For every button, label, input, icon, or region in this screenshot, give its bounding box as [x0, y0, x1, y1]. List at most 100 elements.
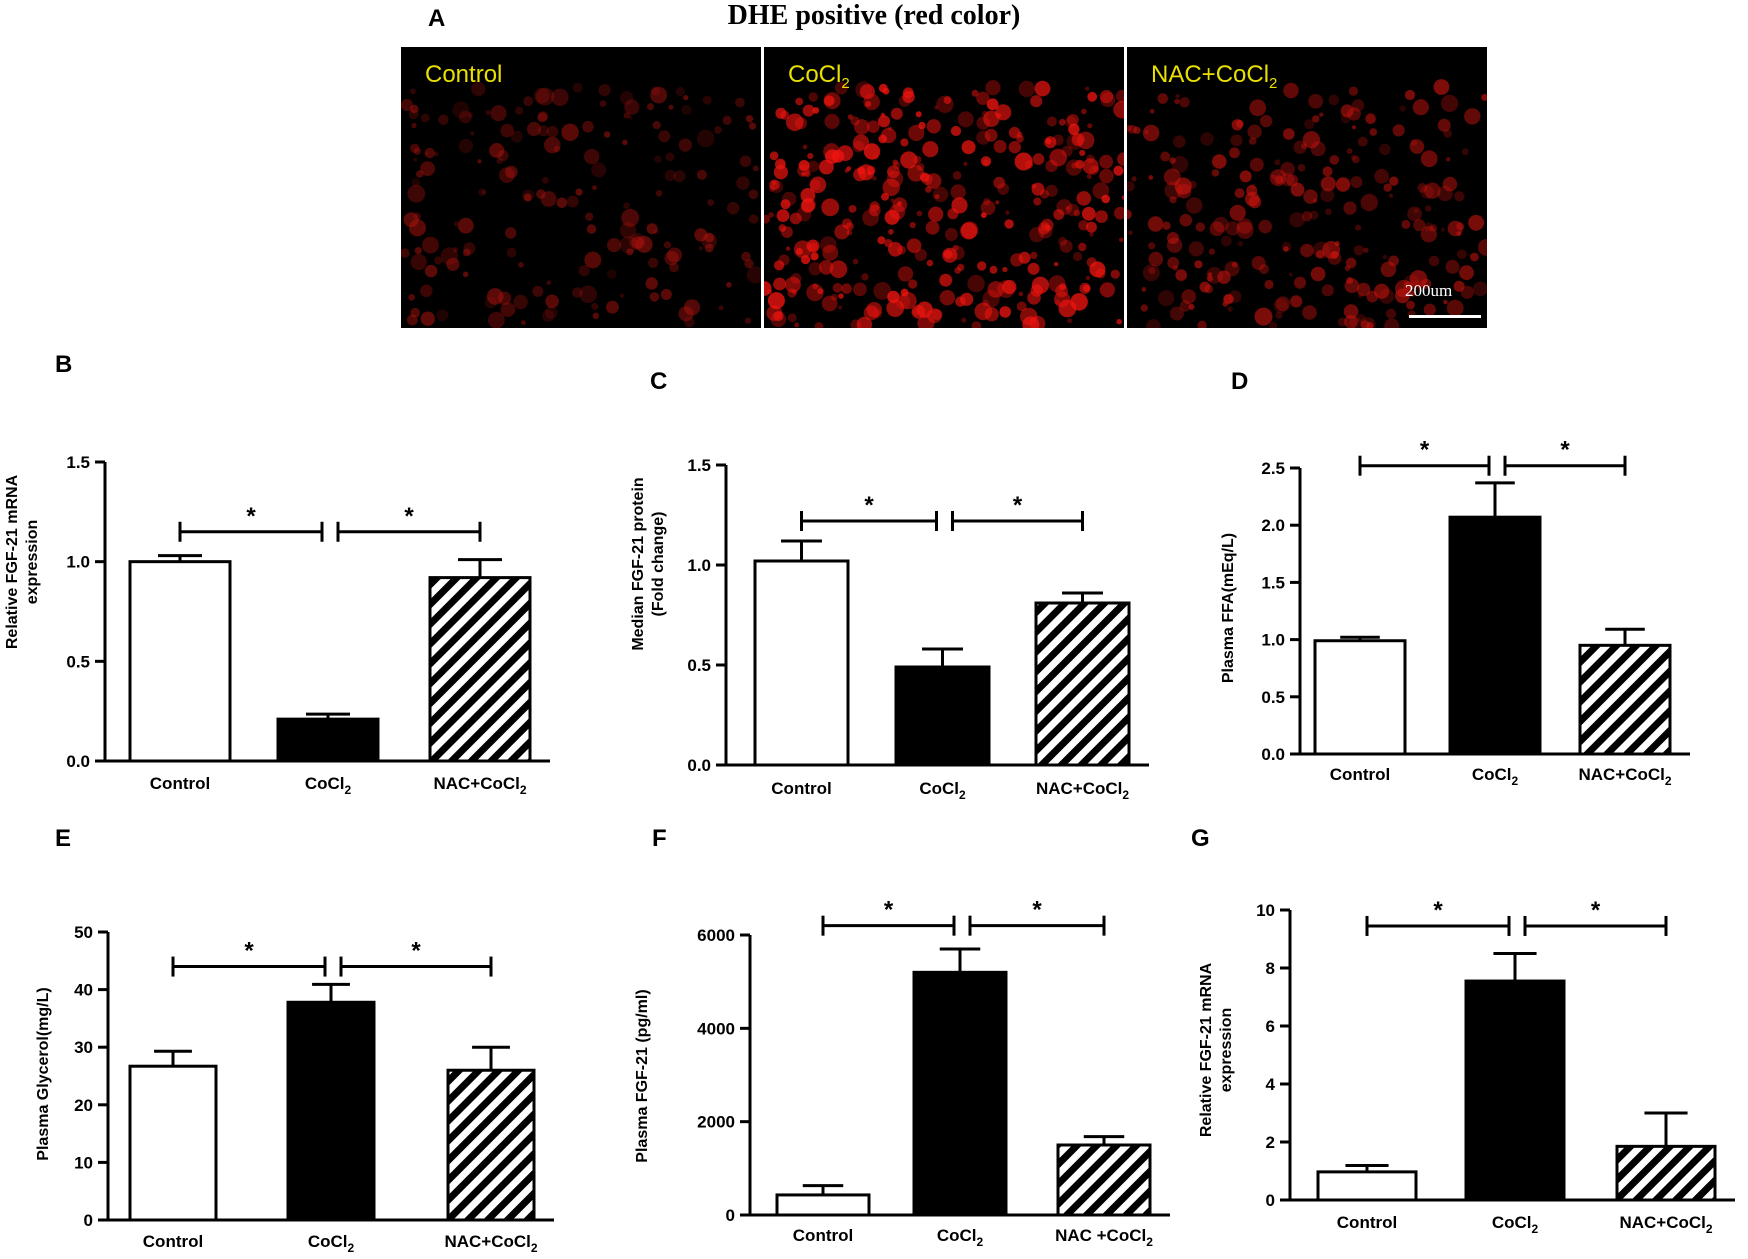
- cell-spot: [1066, 203, 1079, 217]
- bar-0: [1313, 639, 1407, 756]
- cell-spot: [773, 311, 784, 322]
- cell-spot: [768, 212, 774, 218]
- cell-spot: [1127, 124, 1137, 134]
- cell-spot: [802, 144, 808, 150]
- cell-spot: [1409, 139, 1425, 154]
- cell-spot: [1174, 98, 1180, 105]
- cell-spot: [997, 183, 1010, 195]
- cell-spot: [522, 189, 535, 202]
- cell-spot: [1085, 221, 1097, 233]
- cell-spot: [1229, 147, 1240, 159]
- bar-2: [1578, 643, 1672, 756]
- cell-spot: [977, 261, 987, 271]
- cell-spot: [1045, 224, 1051, 230]
- y-tick-label: 0.0: [66, 752, 90, 771]
- cell-spot: [1271, 174, 1276, 179]
- scale-bar: [1409, 315, 1481, 318]
- cell-spot: [622, 139, 628, 146]
- cell-spot: [902, 87, 914, 99]
- bar-0: [753, 559, 850, 767]
- cell-spot: [1140, 304, 1148, 312]
- cell-spot: [1005, 210, 1010, 215]
- cell-spot: [1280, 172, 1295, 187]
- significance-star: *: [246, 503, 256, 530]
- y-tick-label: 1.5: [66, 453, 90, 472]
- cell-spot: [505, 165, 518, 179]
- cell-spot: [1244, 191, 1260, 207]
- cell-spot: [1229, 204, 1246, 221]
- y-axis-label: Plasma Glycerol(mg/L): [35, 987, 52, 1160]
- panel-letter: E: [55, 825, 71, 852]
- y-tick-label: 4: [1266, 1075, 1276, 1094]
- x-tick-label: NAC+CoCl2: [1036, 779, 1129, 802]
- panel-letter: C: [650, 368, 667, 395]
- cell-spot: [1071, 133, 1085, 146]
- x-tick-label-text: CoCl: [305, 774, 345, 793]
- cell-spot: [1453, 280, 1465, 292]
- cell-spot: [619, 222, 637, 239]
- cell-spot: [980, 212, 987, 219]
- cell-spot: [797, 164, 810, 177]
- cell-spot: [696, 129, 715, 148]
- cell-spot: [900, 288, 909, 297]
- cell-spot: [1144, 130, 1149, 135]
- cell-spot: [986, 98, 999, 111]
- cell-spot: [1446, 299, 1464, 317]
- cell-spot: [663, 241, 672, 249]
- cell-spot: [1073, 251, 1083, 262]
- cell-spot: [1236, 218, 1253, 234]
- cell-spot: [1437, 185, 1453, 202]
- cell-spot: [1056, 199, 1073, 216]
- cell-spot: [1321, 284, 1334, 297]
- cell-spot: [1290, 295, 1303, 308]
- cell-spot: [841, 218, 853, 229]
- cell-spot: [1101, 194, 1110, 204]
- cell-spot: [420, 161, 435, 177]
- cell-spot: [537, 125, 549, 137]
- cell-spot: [1346, 277, 1354, 284]
- cell-spot: [1392, 124, 1405, 137]
- cell-spot: [889, 204, 906, 220]
- cell-spot: [980, 200, 996, 216]
- cell-spot: [1249, 157, 1264, 172]
- cell-spot: [654, 155, 662, 163]
- cell-spot: [1470, 252, 1479, 262]
- cell-spot: [681, 104, 692, 115]
- micro-image-nac-cocl2: NAC+CoCl2 200um: [1127, 47, 1487, 328]
- cell-spot: [1388, 255, 1399, 267]
- cell-spot: [909, 222, 916, 229]
- x-tick-label-subscript: 2: [1122, 788, 1129, 802]
- cell-spot: [1085, 86, 1090, 91]
- cell-spot: [1247, 124, 1262, 139]
- cell-spot: [846, 229, 853, 236]
- x-tick-label: CoCl2: [1492, 1213, 1539, 1236]
- cell-spot: [669, 262, 679, 273]
- cell-spot: [781, 191, 797, 207]
- x-tick-label: CoCl2: [919, 779, 966, 802]
- cell-spot: [744, 259, 754, 269]
- cell-spot: [1447, 220, 1463, 237]
- cell-spot: [984, 307, 999, 322]
- y-axis-label: Plasma FFA(mEq/L): [1220, 533, 1237, 683]
- cell-spot: [1128, 230, 1133, 235]
- cell-spot: [407, 184, 426, 203]
- cell-spot: [808, 92, 818, 102]
- cell-spot: [1353, 245, 1365, 256]
- cell-spot: [1018, 80, 1035, 98]
- cell-spot: [533, 87, 550, 104]
- cell-spot: [908, 279, 918, 289]
- cell-spot: [890, 107, 903, 120]
- cell-spot: [470, 131, 475, 136]
- cell-spot: [957, 111, 974, 128]
- bar-1: [912, 970, 1008, 1217]
- cell-spot: [880, 127, 897, 144]
- cell-spot: [832, 282, 843, 293]
- x-tick-label-text: CoCl: [1492, 1213, 1532, 1232]
- micro-image-cocl2: CoCl2: [764, 47, 1124, 328]
- cell-spot: [1239, 170, 1252, 183]
- cell-spot: [1248, 137, 1257, 145]
- panel-letter: F: [652, 825, 667, 852]
- cell-spot: [410, 104, 419, 114]
- cell-spot: [1312, 241, 1330, 259]
- cell-spot: [790, 273, 802, 284]
